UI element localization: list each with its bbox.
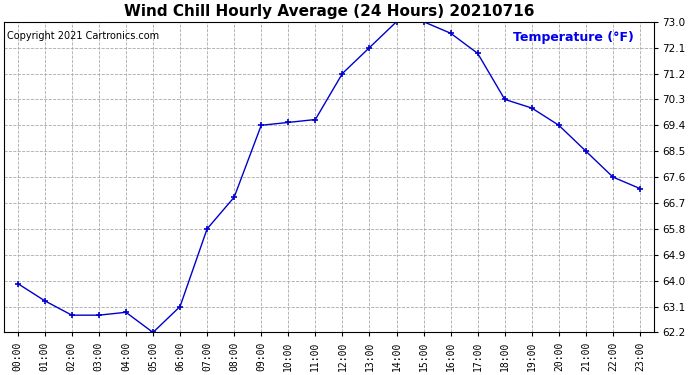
Text: Copyright 2021 Cartronics.com: Copyright 2021 Cartronics.com — [8, 31, 159, 41]
Text: Temperature (°F): Temperature (°F) — [513, 31, 634, 44]
Title: Wind Chill Hourly Average (24 Hours) 20210716: Wind Chill Hourly Average (24 Hours) 202… — [124, 4, 534, 19]
